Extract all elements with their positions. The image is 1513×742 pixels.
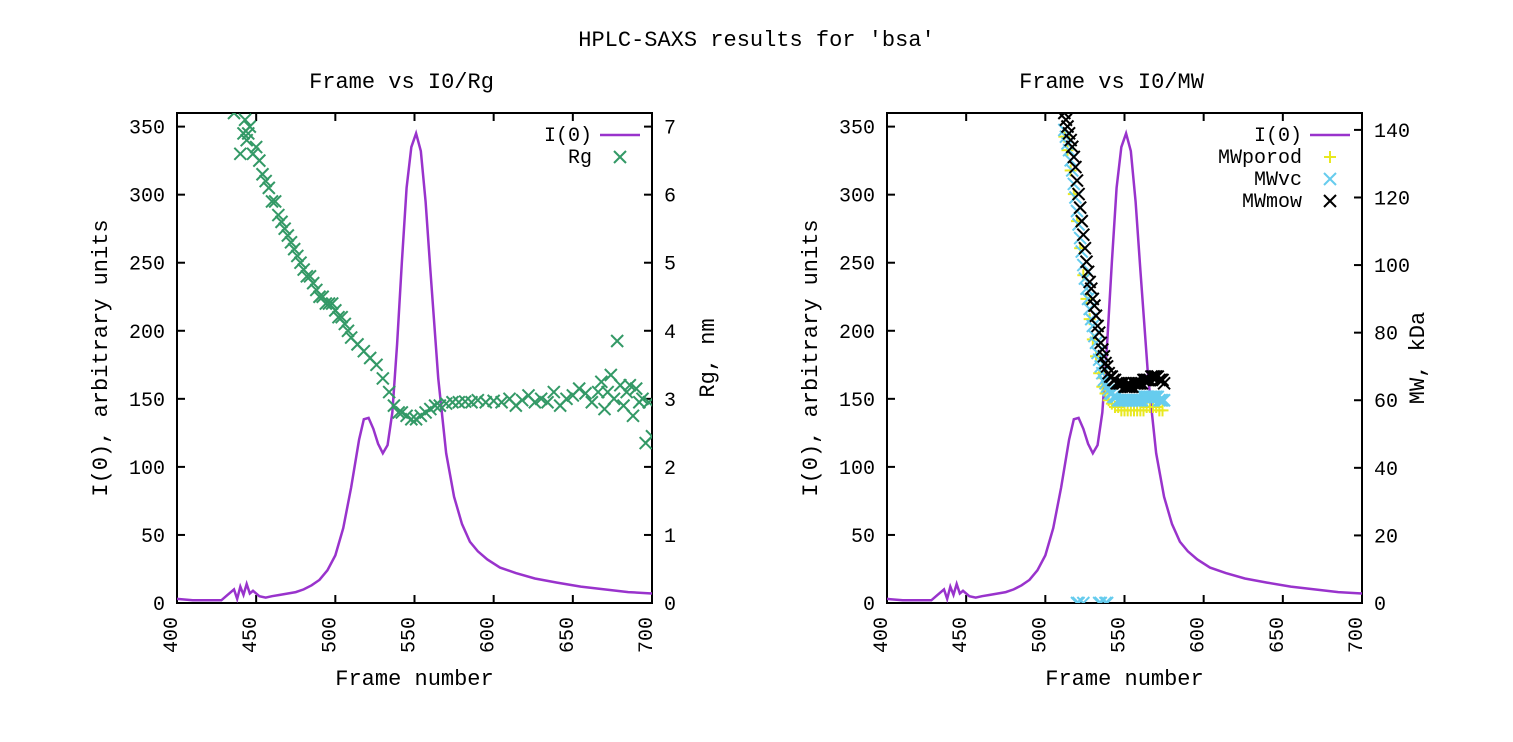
svg-text:7: 7 <box>664 118 676 141</box>
svg-text:600: 600 <box>477 617 500 653</box>
svg-text:Rg: Rg <box>567 147 591 170</box>
svg-text:I(0), arbitrary units: I(0), arbitrary units <box>89 219 114 496</box>
svg-text:350: 350 <box>838 118 874 141</box>
svg-text:250: 250 <box>128 254 164 277</box>
svg-text:6: 6 <box>664 186 676 209</box>
svg-text:550: 550 <box>398 617 421 653</box>
svg-text:200: 200 <box>128 322 164 345</box>
svg-text:0: 0 <box>664 594 676 617</box>
svg-text:100: 100 <box>838 458 874 481</box>
svg-text:150: 150 <box>838 390 874 413</box>
charts-row: Frame vs I0/Rg 4004505005506006507000501… <box>0 70 1513 703</box>
svg-text:3: 3 <box>664 390 676 413</box>
svg-text:100: 100 <box>1374 256 1410 279</box>
svg-text:2: 2 <box>664 458 676 481</box>
right-chart-title: Frame vs I0/MW <box>792 70 1432 95</box>
left-chart-svg: 4004505005506006507000501001502002503003… <box>82 103 722 703</box>
svg-text:80: 80 <box>1374 324 1398 347</box>
svg-text:60: 60 <box>1374 391 1398 414</box>
svg-text:50: 50 <box>140 526 164 549</box>
svg-text:100: 100 <box>128 458 164 481</box>
svg-text:650: 650 <box>1266 617 1289 653</box>
svg-text:500: 500 <box>1029 617 1052 653</box>
svg-text:450: 450 <box>240 617 263 653</box>
svg-text:50: 50 <box>850 526 874 549</box>
svg-text:MWporod: MWporod <box>1217 147 1301 170</box>
svg-text:650: 650 <box>556 617 579 653</box>
right-chart-svg: 4004505005506006507000501001502002503003… <box>792 103 1432 703</box>
svg-text:Frame number: Frame number <box>1045 667 1203 692</box>
svg-text:700: 700 <box>636 617 659 653</box>
page: HPLC-SAXS results for 'bsa' Frame vs I0/… <box>0 0 1513 742</box>
svg-text:300: 300 <box>838 186 874 209</box>
svg-text:I(0), arbitrary units: I(0), arbitrary units <box>799 219 824 496</box>
svg-text:40: 40 <box>1374 459 1398 482</box>
svg-text:I(0): I(0) <box>543 125 591 148</box>
svg-text:400: 400 <box>871 617 894 653</box>
main-title: HPLC-SAXS results for 'bsa' <box>0 28 1513 53</box>
svg-text:300: 300 <box>128 186 164 209</box>
svg-text:1: 1 <box>664 526 676 549</box>
svg-text:MW, kDa: MW, kDa <box>1406 312 1431 404</box>
svg-text:250: 250 <box>838 254 874 277</box>
svg-text:MWmow: MWmow <box>1241 191 1301 214</box>
svg-text:0: 0 <box>1374 594 1386 617</box>
svg-text:Rg, nm: Rg, nm <box>696 318 721 397</box>
svg-text:140: 140 <box>1374 121 1410 144</box>
svg-text:550: 550 <box>1108 617 1131 653</box>
svg-text:20: 20 <box>1374 526 1398 549</box>
svg-text:600: 600 <box>1187 617 1210 653</box>
svg-text:450: 450 <box>950 617 973 653</box>
svg-text:0: 0 <box>152 594 164 617</box>
svg-text:4: 4 <box>664 322 676 345</box>
left-chart-wrap: Frame vs I0/Rg 4004505005506006507000501… <box>82 70 722 703</box>
svg-text:120: 120 <box>1374 188 1410 211</box>
right-chart-wrap: Frame vs I0/MW 4004505005506006507000501… <box>792 70 1432 703</box>
left-chart-title: Frame vs I0/Rg <box>82 70 722 95</box>
svg-text:150: 150 <box>128 390 164 413</box>
svg-text:350: 350 <box>128 118 164 141</box>
svg-text:MWvc: MWvc <box>1253 169 1301 192</box>
svg-text:0: 0 <box>862 594 874 617</box>
svg-text:I(0): I(0) <box>1253 125 1301 148</box>
svg-text:Frame number: Frame number <box>335 667 493 692</box>
svg-text:700: 700 <box>1346 617 1369 653</box>
svg-text:400: 400 <box>161 617 184 653</box>
svg-text:5: 5 <box>664 254 676 277</box>
svg-text:500: 500 <box>319 617 342 653</box>
svg-text:200: 200 <box>838 322 874 345</box>
